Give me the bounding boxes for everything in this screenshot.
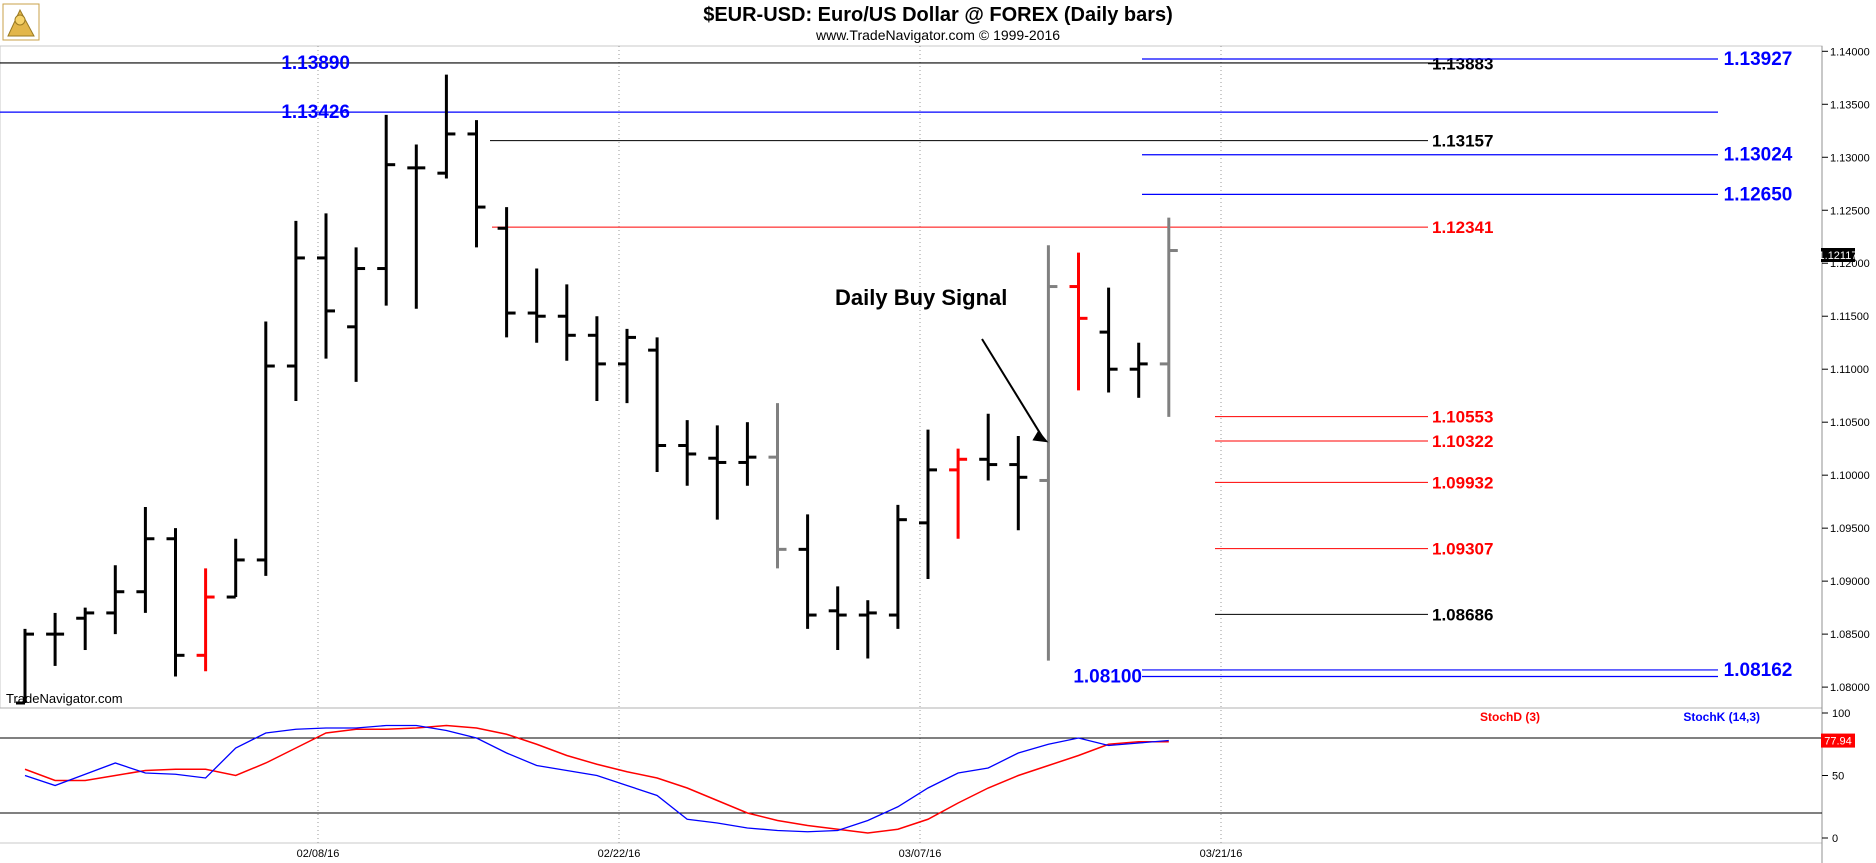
- level-label-3: 1.13927: [1724, 49, 1793, 70]
- price-tick-label-12: 1.08000: [1830, 682, 1870, 694]
- ohlc-bar-35: [1069, 252, 1088, 391]
- level-label-12: 1.08686: [1432, 605, 1493, 624]
- stoch-tick-label-2: 0: [1832, 833, 1838, 845]
- ohlc-bar-14: [437, 74, 456, 179]
- ohlc-bar-2: [76, 607, 95, 651]
- level-label-10: 1.09932: [1432, 473, 1493, 492]
- price-tick-label-10: 1.09000: [1830, 576, 1870, 588]
- ohlc-bar-11: [347, 247, 366, 382]
- stoch-tick-label-0: 100: [1832, 708, 1850, 720]
- ohlc-bar-16: [497, 207, 516, 338]
- ohlc-bar-4: [136, 506, 155, 613]
- annotation-arrow: [981, 338, 1046, 441]
- ohlc-bar-27: [828, 586, 847, 651]
- ohlc-bar-37: [1129, 342, 1148, 398]
- stoch-last-flag: [1821, 733, 1855, 748]
- logo-icon: [2, 3, 40, 41]
- date-label-3: 03/21/16: [1200, 848, 1243, 860]
- stochastic-panel: 100 50 0 StochD (3) StochK (14,3) 77.94: [0, 708, 1855, 845]
- ohlc-bar-23: [708, 425, 727, 520]
- level-label-4: 1.13157: [1432, 132, 1493, 151]
- ohlc-bar-8: [256, 321, 275, 576]
- price-tick-label-11: 1.08500: [1830, 629, 1870, 641]
- date-label-2: 03/07/16: [899, 848, 942, 860]
- price-tick-label-3: 1.12500: [1830, 205, 1870, 217]
- ohlc-bar-36: [1099, 287, 1118, 393]
- level-lines: 1.13890 1.13426 1.13883 1.13927 1.13157 1.130…: [0, 49, 1793, 688]
- ohlc-bar-6: [196, 568, 215, 672]
- ohlc-bar-34: [1039, 245, 1058, 661]
- price-tick-label-2: 1.13000: [1830, 152, 1870, 164]
- level-label-8: 1.10553: [1432, 408, 1493, 427]
- last-price-flag: 1.12117: [1819, 248, 1858, 262]
- ohlc-bar-33: [1009, 435, 1028, 531]
- price-tick-label-8: 1.10000: [1830, 470, 1870, 482]
- vertical-grid: [317, 46, 1222, 843]
- ohlc-bars: [16, 74, 1178, 705]
- date-axis: 02/08/16 02/22/16 03/07/16 03/21/16: [297, 848, 1243, 860]
- buy-signal-annotation: Daily Buy Signal: [835, 285, 1049, 443]
- stoch-last-value: 77.94: [1824, 736, 1852, 748]
- last-price-label: 1.12117: [1819, 250, 1858, 262]
- ohlc-bar-26: [798, 514, 817, 629]
- level-label-7: 1.12341: [1432, 218, 1493, 237]
- ohlc-bar-12: [377, 114, 396, 306]
- watermark-text: TradeNavigator.com: [6, 691, 123, 706]
- ohlc-bar-1: [46, 612, 65, 666]
- chart-title: $EUR-USD: Euro/US Dollar @ FOREX (Daily …: [703, 4, 1173, 26]
- ohlc-bar-29: [888, 504, 907, 629]
- ohlc-bar-20: [618, 328, 636, 404]
- ohlc-bar-24: [738, 422, 757, 486]
- level-label-5: 1.13024: [1724, 145, 1793, 166]
- stochD-line: [24, 724, 1169, 834]
- ohlc-bar-9: [286, 220, 305, 401]
- level-label-2: 1.13883: [1432, 55, 1493, 74]
- stoch-tick-label-1: 50: [1832, 771, 1844, 783]
- ohlc-bar-32: [979, 413, 998, 481]
- ohlc-bar-0: [16, 628, 34, 705]
- date-label-0: 02/08/16: [297, 848, 340, 860]
- ohlc-bar-38: [1159, 217, 1178, 417]
- stochK-line: [24, 724, 1169, 833]
- stochD-legend: StochD (3): [1480, 710, 1540, 724]
- price-tick-label-5: 1.11500: [1830, 311, 1869, 323]
- price-tick-label-9: 1.09500: [1830, 523, 1870, 535]
- ohlc-bar-21: [648, 337, 667, 472]
- ohlc-bar-7: [226, 538, 245, 599]
- ohlc-bar-17: [527, 268, 546, 343]
- price-axis: 1.140001.135001.130001.125001.120001.115…: [1822, 46, 1870, 694]
- main-panel-border: [0, 45, 1823, 709]
- price-tick-label-6: 1.11000: [1830, 364, 1869, 376]
- level-label-13: 1.08100: [1073, 667, 1142, 688]
- level-label-0: 1.13890: [281, 53, 350, 74]
- level-label-9: 1.10322: [1432, 432, 1493, 451]
- ohlc-bar-31: [949, 448, 968, 539]
- ohlc-bar-3: [106, 565, 125, 635]
- price-tick-label-1: 1.13500: [1830, 99, 1870, 111]
- level-label-6: 1.12650: [1724, 184, 1793, 205]
- price-tick-label-0: 1.14000: [1830, 46, 1870, 58]
- level-label-14: 1.08162: [1724, 660, 1793, 681]
- level-label-11: 1.09307: [1432, 540, 1493, 559]
- date-label-1: 02/22/16: [598, 848, 641, 860]
- stochK-legend: StochK (14,3): [1683, 710, 1760, 724]
- ohlc-bar-28: [858, 600, 877, 659]
- price-tick-label-7: 1.10500: [1830, 417, 1870, 429]
- ohlc-bar-19: [587, 316, 606, 401]
- annotation-arrowhead: [1032, 430, 1049, 443]
- ohlc-bar-5: [166, 528, 185, 677]
- ohlc-bar-15: [467, 120, 486, 248]
- ohlc-bar-13: [407, 144, 426, 309]
- level-label-1: 1.13426: [281, 102, 350, 123]
- chart-copyright: www.TradeNavigator.com © 1999-2016: [815, 27, 1060, 43]
- ohlc-bar-30: [919, 429, 937, 580]
- ohlc-bar-25: [768, 403, 787, 569]
- ohlc-bar-22: [678, 420, 697, 486]
- annotation-text: Daily Buy Signal: [835, 285, 1007, 310]
- ohlc-bar-10: [317, 213, 335, 359]
- ohlc-bar-18: [557, 284, 576, 361]
